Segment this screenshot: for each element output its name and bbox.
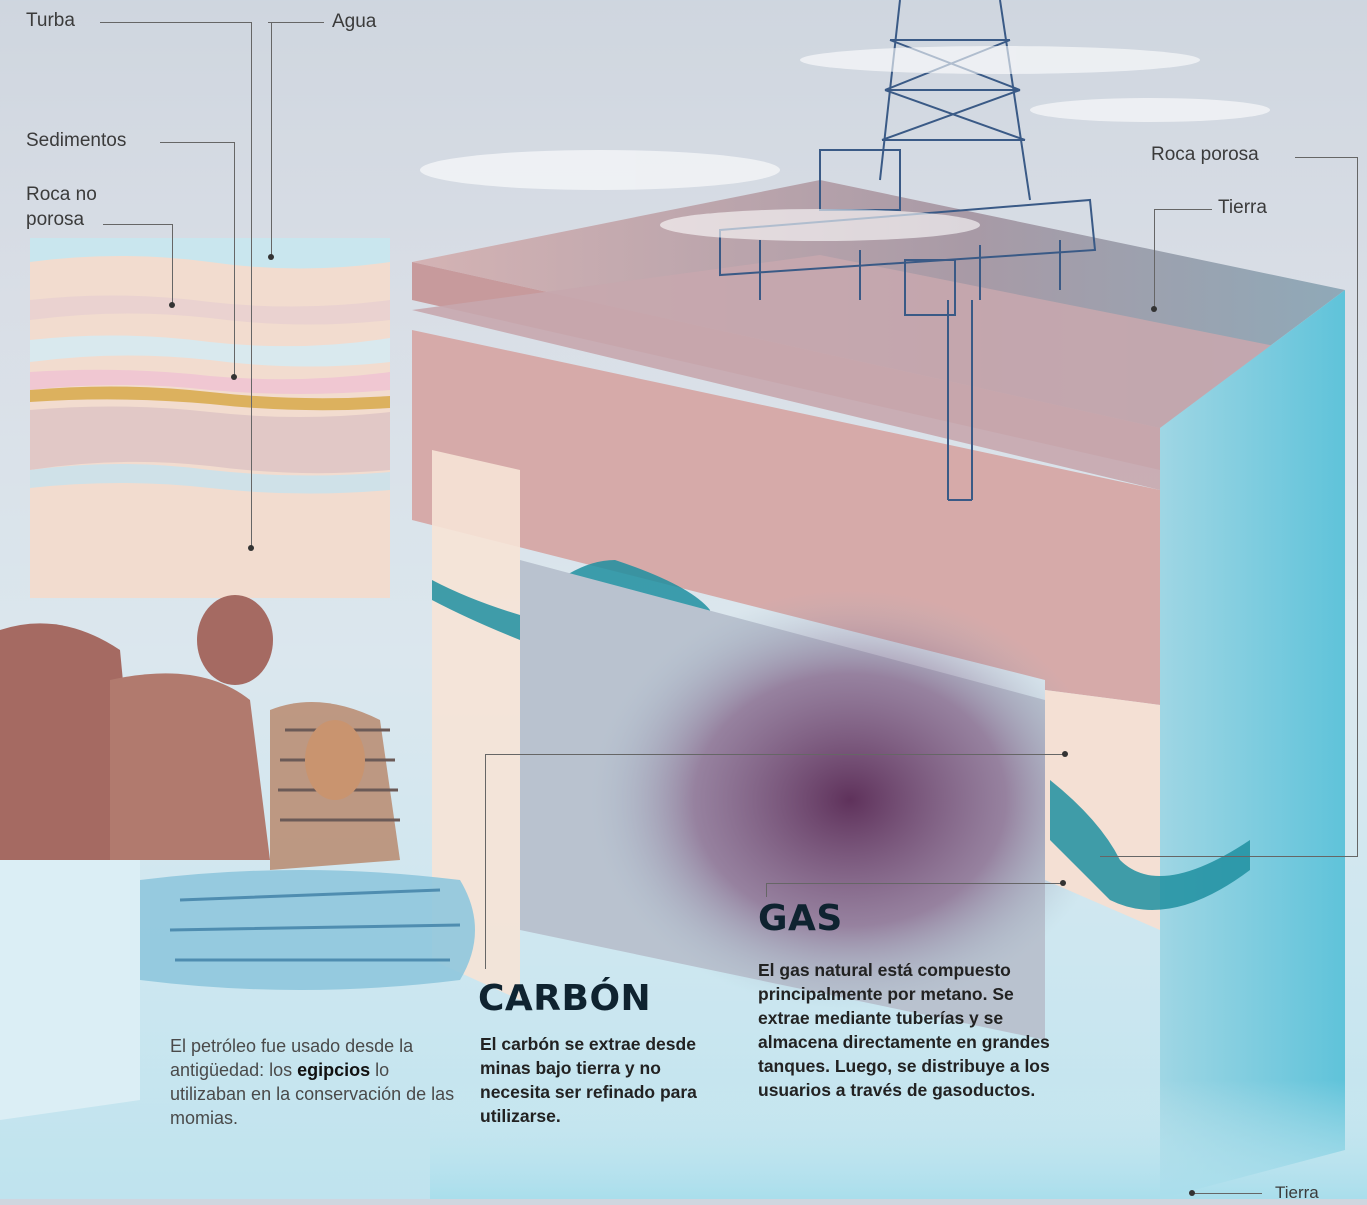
- gas-dot: [1060, 880, 1066, 886]
- carbon-text: El carbón se extrae desde minas bajo tie…: [480, 1034, 697, 1126]
- label-tierra-bottom: Tierra: [1275, 1183, 1319, 1202]
- roca-porosa-leader: [1295, 157, 1358, 158]
- egyptian-mask-icon: [270, 702, 400, 870]
- turba-dot: [248, 545, 254, 551]
- clouds: [420, 46, 1270, 241]
- label-sedimentos: Sedimentos: [26, 130, 127, 151]
- sedimentos-leader: [160, 142, 235, 143]
- sedimentos-leader-v: [234, 142, 235, 377]
- tierra-leader: [1154, 209, 1212, 210]
- egypt-note-part1: El petróleo fue usado desde la antigüeda…: [170, 1036, 414, 1080]
- roca-no-porosa-leader-v: [172, 224, 173, 304]
- label-roca-no-porosa-line1: Roca no: [26, 184, 97, 205]
- carbon-title: CARBÓN: [478, 978, 652, 1019]
- roca-no-porosa-leader: [103, 224, 173, 225]
- agua-dot: [268, 254, 274, 260]
- egypt-note-part2: lo utilizaban en la conservación de las …: [170, 1060, 455, 1128]
- tierra-bottom-dot: [1189, 1190, 1195, 1196]
- roca-porosa-leader-v: [1357, 157, 1358, 857]
- tierra-leader-v: [1154, 209, 1155, 309]
- label-roca-porosa: Roca porosa: [1151, 144, 1259, 165]
- gas-leader-v: [766, 883, 767, 897]
- strata-panel: [30, 238, 390, 598]
- label-tierra: Tierra: [1218, 197, 1267, 218]
- egypt-note: El petróleo fue usado desde la antigüeda…: [170, 1034, 460, 1130]
- roca-no-porosa-dot: [169, 302, 175, 308]
- gas-leader-h: [766, 883, 1064, 884]
- agua-leader: [268, 22, 324, 23]
- turba-leader: [100, 22, 252, 23]
- sedimentos-dot: [231, 374, 237, 380]
- mummy-icon: [140, 870, 475, 990]
- label-turba: Turba: [26, 10, 75, 31]
- egypt-note-bold: egipcios: [297, 1060, 371, 1080]
- carbon-dot: [1062, 751, 1068, 757]
- agua-leader-v: [271, 22, 272, 257]
- label-agua: Agua: [332, 11, 377, 32]
- egyptian-figures: [0, 595, 273, 1120]
- turba-leader-v: [251, 22, 252, 548]
- label-roca-no-porosa-line2: porosa: [26, 209, 85, 230]
- roca-porosa-leader-h2: [1100, 856, 1358, 857]
- gas-title: GAS: [758, 898, 843, 939]
- gas-text: El gas natural está compuesto principalm…: [758, 960, 1050, 1100]
- carbon-leader-v: [485, 754, 486, 969]
- tierra-bottom-leader: [1192, 1193, 1262, 1194]
- tierra-dot: [1151, 306, 1157, 312]
- carbon-leader-h: [485, 754, 1065, 755]
